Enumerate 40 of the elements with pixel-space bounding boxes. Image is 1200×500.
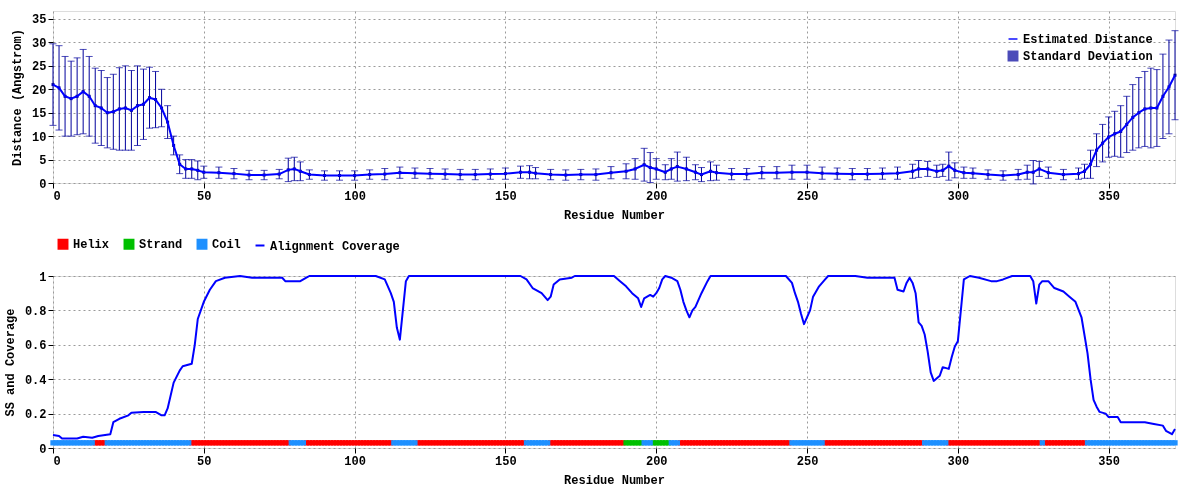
x-tick-label: 150 <box>495 454 517 469</box>
legend-label: Estimated Distance <box>1023 33 1153 47</box>
legend-label: Helix <box>73 238 110 253</box>
legend-label: Alignment Coverage <box>270 239 400 254</box>
y-tick-label: 10 <box>32 130 47 145</box>
x-tick-label: 300 <box>947 454 970 469</box>
y-tick-label: 0 <box>39 442 47 457</box>
y-tick-label: 0.2 <box>24 408 47 423</box>
y-tick-label: 20 <box>32 83 47 98</box>
y-tick-label: 15 <box>32 107 47 122</box>
x-tick-label: 350 <box>1098 189 1120 204</box>
x-tick-label: 0 <box>53 189 61 204</box>
y-tick-label: 35 <box>32 13 47 28</box>
legend-label: Coil <box>212 238 241 253</box>
x-axis-title: Residue Number <box>564 208 665 223</box>
y-tick-label: 0.6 <box>24 339 47 354</box>
y-tick-label: 1 <box>39 270 47 285</box>
x-tick-label: 300 <box>947 189 970 204</box>
legend-label: Strand <box>139 238 183 253</box>
y-tick-label: 30 <box>32 36 47 51</box>
x-tick-label: 350 <box>1098 454 1120 469</box>
y-tick-label: 5 <box>39 154 47 169</box>
y-tick-label: 0.4 <box>24 373 47 388</box>
x-tick-label: 50 <box>197 189 212 204</box>
x-tick-label: 250 <box>796 189 819 204</box>
x-tick-label: 0 <box>53 454 61 469</box>
x-tick-label: 200 <box>645 189 668 204</box>
x-tick-label: 250 <box>796 454 819 469</box>
y-axis-title: SS and Coverage <box>3 308 18 417</box>
x-tick-label: 150 <box>495 189 517 204</box>
x-axis-title: Residue Number <box>564 473 665 488</box>
y-tick-label: 25 <box>32 60 47 75</box>
x-tick-label: 50 <box>197 454 212 469</box>
y-tick-label: 0 <box>39 177 47 192</box>
x-tick-label: 100 <box>344 189 366 204</box>
x-tick-label: 100 <box>344 454 366 469</box>
x-tick-label: 200 <box>645 454 668 469</box>
y-tick-label: 0.8 <box>24 304 47 319</box>
legend-label: Standard Deviation <box>1023 50 1153 64</box>
y-axis-title: Distance (Angstrom) <box>11 29 26 166</box>
